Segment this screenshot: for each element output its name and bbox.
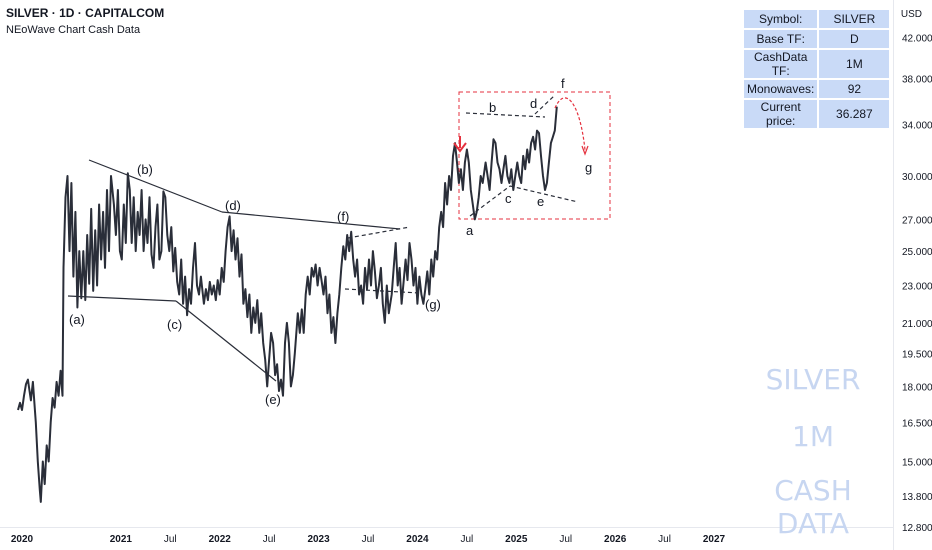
forecast-arrow <box>554 97 589 156</box>
chart-title[interactable]: SILVER · 1D · CAPITALCOM <box>6 6 165 20</box>
trendlines <box>67 95 579 382</box>
y-tick-label: 23.000 <box>902 281 932 292</box>
y-tick-label: 42.000 <box>902 33 932 44</box>
wave-label: c <box>505 191 512 206</box>
x-tick-label: Jul <box>164 534 177 545</box>
y-tick-label: 25.000 <box>902 247 932 258</box>
forecast-box <box>458 91 611 220</box>
trendline-diametric-top-2 <box>534 95 555 115</box>
x-tick-label: 2022 <box>209 534 232 545</box>
info-value: SILVER <box>819 10 890 28</box>
x-tick-label: Jul <box>362 534 375 545</box>
y-tick-label: 19.500 <box>902 349 932 360</box>
wave-label: (f) <box>337 209 349 224</box>
price-series-line <box>17 106 558 503</box>
info-table: Symbol: SILVER Base TF: D CashData TF: 1… <box>742 8 891 130</box>
info-row-current-price: Current price: 36.287 <box>744 100 890 128</box>
price-axis[interactable]: 42.000 38.000 34.000 30.000 27.000 25.000 23.0… <box>902 33 932 533</box>
y-tick-label: 16.500 <box>902 418 932 429</box>
info-key: Current price: <box>744 100 818 128</box>
info-row-monowaves: Monowaves: 92 <box>744 80 890 98</box>
wave-label: d <box>530 96 537 111</box>
trendline-diametric-bottom-2 <box>509 185 579 203</box>
info-key: Symbol: <box>744 10 818 28</box>
y-tick-label: 12.800 <box>902 523 932 534</box>
info-key: Monowaves: <box>744 80 818 98</box>
watermark-line: SILVER <box>765 363 861 396</box>
info-value: 1M <box>819 50 890 78</box>
x-tick-label: 2025 <box>505 534 528 545</box>
y-tick-label: 34.000 <box>902 120 932 131</box>
trendline-diametric-top <box>465 112 546 118</box>
info-row-base-tf: Base TF: D <box>744 30 890 48</box>
y-tick-label: 38.000 <box>902 75 932 86</box>
red-down-arrow <box>453 136 467 153</box>
wave-label: (g) <box>425 297 441 312</box>
info-value: D <box>819 30 890 48</box>
price-axis-separator <box>893 0 894 550</box>
info-value: 92 <box>819 80 890 98</box>
time-axis-separator <box>0 527 893 528</box>
y-tick-label: 18.000 <box>902 382 932 393</box>
x-tick-label: Jul <box>658 534 671 545</box>
wave-label: a <box>466 223 474 238</box>
y-tick-label: 21.000 <box>902 319 932 330</box>
x-tick-label: Jul <box>263 534 276 545</box>
chart-subtitle: NEoWave Chart Cash Data <box>6 24 141 36</box>
x-tick-label: 2026 <box>604 534 627 545</box>
wave-label: (b) <box>137 162 153 177</box>
info-value: 36.287 <box>819 100 890 128</box>
trendline-c-e <box>175 300 277 382</box>
trendline-triangle-upper <box>347 226 411 239</box>
x-tick-label: Jul <box>460 534 473 545</box>
wave-label: f <box>561 76 565 91</box>
wave-label: (e) <box>265 392 281 407</box>
x-tick-label: 2020 <box>11 534 34 545</box>
y-tick-label: 13.800 <box>902 492 932 503</box>
time-axis[interactable]: 2020 2021 Jul 2022 Jul 2023 Jul 2024 Jul 2025 Jul 2… <box>11 534 726 545</box>
info-key: CashData TF: <box>744 50 818 78</box>
y-tick-label: 15.000 <box>902 458 932 469</box>
wave-label: (d) <box>225 198 241 213</box>
y-tick-label: 30.000 <box>902 172 932 183</box>
x-tick-label: 2027 <box>703 534 726 545</box>
info-row-symbol: Symbol: SILVER <box>744 10 890 28</box>
y-tick-label: 27.000 <box>902 215 932 226</box>
info-row-cashdata-tf: CashData TF: 1M <box>744 50 890 78</box>
currency-label[interactable]: USD <box>900 9 922 20</box>
trendline-b-d <box>88 159 223 213</box>
x-tick-label: 2021 <box>110 534 133 545</box>
wave-label: e <box>537 194 544 209</box>
wave-label: b <box>489 100 496 115</box>
x-tick-label: 2024 <box>406 534 429 545</box>
x-tick-label: Jul <box>559 534 572 545</box>
watermark-line: CASH DATA <box>774 474 852 540</box>
watermark-line: 1M <box>792 420 834 453</box>
wave-label: g <box>585 160 592 175</box>
wave-label: (c) <box>167 317 182 332</box>
wave-label: (a) <box>69 312 85 327</box>
trendline-d-f <box>221 211 401 230</box>
info-key: Base TF: <box>744 30 818 48</box>
x-tick-label: 2023 <box>307 534 330 545</box>
